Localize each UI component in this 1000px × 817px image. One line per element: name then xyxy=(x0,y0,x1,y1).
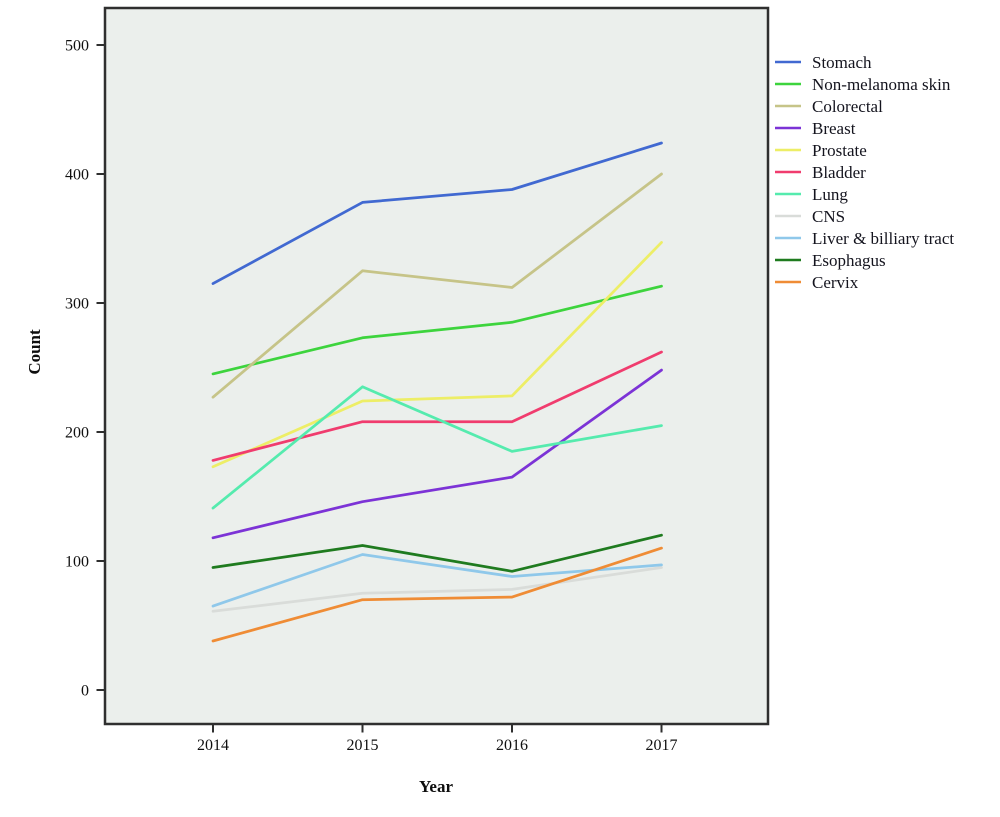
series-line-cns xyxy=(211,566,663,613)
y-axis-tick-label: 400 xyxy=(65,167,89,184)
legend-label-colorectal: Colorectal xyxy=(812,97,883,116)
legend-label-breast: Breast xyxy=(812,119,856,138)
legend-label-non-melanoma-skin: Non-melanoma skin xyxy=(812,75,951,94)
series-line-prostate xyxy=(211,241,663,469)
legend-item-bladder: Bladder xyxy=(775,163,866,182)
legend-item-non-melanoma-skin: Non-melanoma skin xyxy=(775,75,951,94)
legend-item-stomach: Stomach xyxy=(775,53,872,72)
legend-label-cervix: Cervix xyxy=(812,273,859,292)
legend-item-cns: CNS xyxy=(775,207,845,226)
series-line-liver-billiary-tract xyxy=(211,553,663,608)
legend-item-breast: Breast xyxy=(775,119,856,138)
legend-label-cns: CNS xyxy=(812,207,845,226)
legend-label-esophagus: Esophagus xyxy=(812,251,886,270)
legend-item-lung: Lung xyxy=(775,185,848,204)
x-axis-tick-label: 2016 xyxy=(496,737,528,754)
y-axis-tick-label: 200 xyxy=(65,425,89,442)
y-axis-tick-label: 100 xyxy=(65,554,89,571)
plot-area xyxy=(103,6,770,726)
legend-item-prostate: Prostate xyxy=(775,141,867,160)
series-line-lung xyxy=(211,385,663,510)
legend-item-esophagus: Esophagus xyxy=(775,251,886,270)
x-axis-title: Year xyxy=(419,777,453,796)
series-line-breast xyxy=(211,368,663,540)
series-line-stomach xyxy=(211,141,663,285)
legend-item-colorectal: Colorectal xyxy=(775,97,883,116)
legend-label-liver-billiary-tract: Liver & billiary tract xyxy=(812,229,954,248)
series-line-esophagus xyxy=(211,533,663,573)
x-axis-tick-label: 2015 xyxy=(347,737,379,754)
legend-item-cervix: Cervix xyxy=(775,273,859,292)
y-axis-tick-label: 500 xyxy=(65,38,89,55)
legend-item-liver-billiary-tract: Liver & billiary tract xyxy=(775,229,954,248)
x-axis-tick-label: 2017 xyxy=(646,737,678,754)
series-line-cervix xyxy=(211,546,663,643)
series-line-colorectal xyxy=(211,172,663,399)
legend-label-stomach: Stomach xyxy=(812,53,872,72)
legend-label-lung: Lung xyxy=(812,185,848,204)
series-line-non-melanoma-skin xyxy=(211,284,663,376)
series-line-bladder xyxy=(211,350,663,462)
y-axis-tick-label: 0 xyxy=(81,683,89,700)
legend-label-prostate: Prostate xyxy=(812,141,867,160)
x-axis-tick-label: 2014 xyxy=(197,737,229,754)
legend-label-bladder: Bladder xyxy=(812,163,866,182)
y-axis-tick-label: 300 xyxy=(65,296,89,313)
y-axis-title: Count xyxy=(25,329,44,375)
